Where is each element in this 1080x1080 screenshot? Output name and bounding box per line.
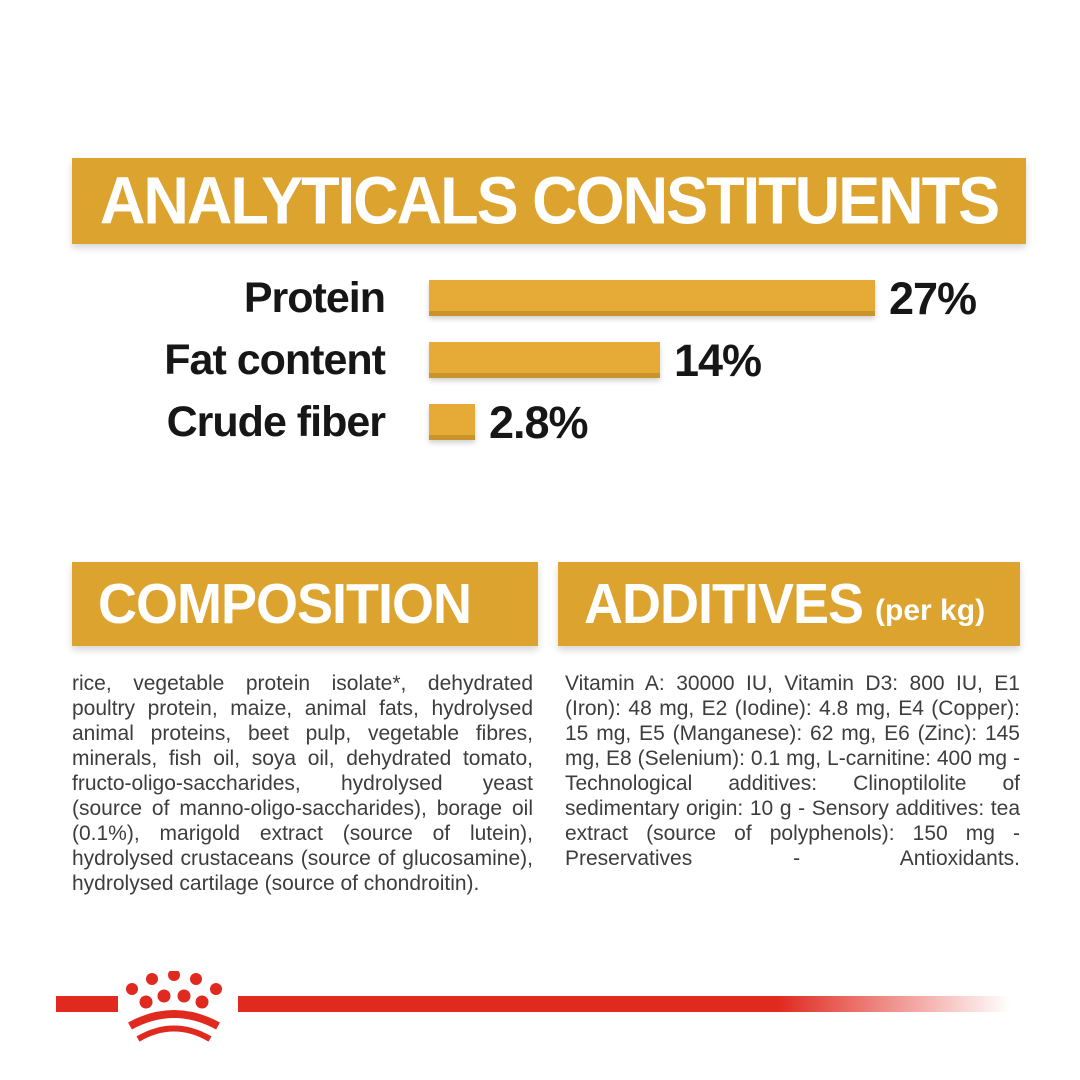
- chart-bar: [429, 342, 660, 378]
- chart-row: Fat content 14%: [72, 338, 1026, 383]
- additives-banner: ADDITIVES (per kg): [558, 562, 1020, 646]
- chart-value-label: 27%: [889, 272, 977, 324]
- brand-line-left: [56, 996, 118, 1012]
- analyticals-banner: ANALYTICALS CONSTITUENTS: [72, 158, 1026, 244]
- composition-title: COMPOSITION: [98, 572, 472, 636]
- composition-text: rice, vegetable protein isolate*, dehydr…: [72, 672, 533, 895]
- brand-line-right: [238, 996, 1010, 1012]
- chart-value-label: 14%: [674, 334, 762, 386]
- additives-title: ADDITIVES: [584, 572, 864, 636]
- chart-bar: [429, 280, 875, 316]
- chart-category-label: Crude fiber: [166, 397, 386, 446]
- bar-chart: Protein 27% Fat content 14% Crude fiber 2.8%: [72, 276, 1026, 445]
- chart-category-label: Fat content: [164, 335, 386, 384]
- chart-value-label: 2.8%: [489, 396, 589, 448]
- additives-subtitle: (per kg): [875, 594, 986, 627]
- additives-text: Vitamin A: 30000 IU, Vitamin D3: 800 IU,…: [565, 672, 1020, 870]
- chart-row: Crude fiber 2.8%: [72, 400, 1026, 445]
- chart-bar: [429, 404, 475, 440]
- chart-row: Protein 27%: [72, 276, 1026, 321]
- analyticals-title: ANALYTICALS CONSTITUENTS: [99, 163, 1000, 239]
- chart-category-label: Protein: [243, 273, 386, 322]
- composition-banner: COMPOSITION: [72, 562, 538, 646]
- royal-canin-crown-icon: [126, 971, 222, 1042]
